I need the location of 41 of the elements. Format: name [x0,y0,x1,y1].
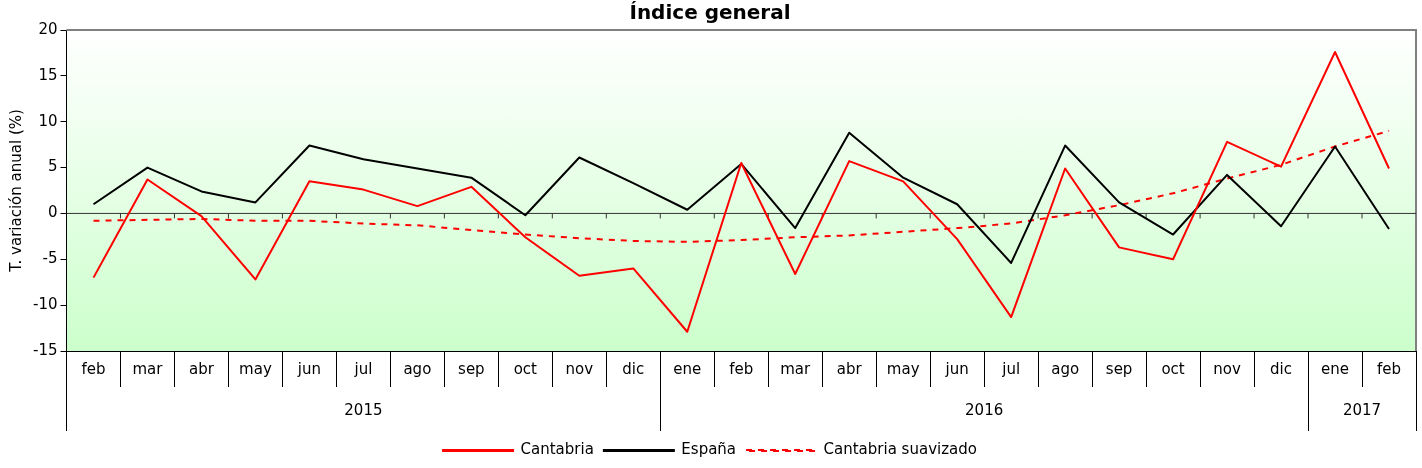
y-tick-label: 0 [47,203,58,222]
y-tick-label: 20 [38,19,58,38]
y-tick-label: 10 [38,111,58,130]
x-tick-label: abr [189,359,215,378]
legend-label: Cantabria [520,440,594,459]
x-tick-label: may [886,359,920,378]
x-tick-label: dic [622,359,645,378]
x-tick-label: feb [1376,359,1402,378]
x-tick-label: feb [729,359,754,378]
x-tick-label: nov [565,359,594,378]
x-tick-label: jul [1001,359,1021,378]
text: 2017 [1342,400,1382,419]
x-tick-label: feb [81,359,106,378]
x-tick-label: dic [1270,359,1293,378]
y-tick-label: -5 [42,249,58,268]
y-tick-label: -10 [33,295,58,314]
x-tick-label: oct [513,359,538,378]
x-tick-label: may [239,359,272,378]
x-tick-label: sep [458,359,485,378]
x-tick-label: mar [132,359,164,378]
y-tick-label: 5 [47,157,58,176]
x-tick-label: ene [1321,359,1350,378]
x-tick-label: nov [1213,359,1241,378]
chart-title: Índice general [629,0,791,25]
x-tick-label: jun [296,359,321,378]
x-tick-label: jun [944,359,969,378]
x-tick-label: oct [1161,359,1185,378]
y-tick-label: 15 [38,65,58,84]
x-tick-label: abr [836,359,863,378]
x-tick-label: mar [780,359,812,378]
x-tick-label: ago [403,359,432,378]
y-tick-label: -15 [33,340,58,359]
y-axis-title: T. variación anual (%) [6,109,25,273]
text: 2015 [344,400,383,419]
x-tick-label: sep [1105,359,1133,378]
text: 2016 [965,400,1004,419]
x-tick-label: ago [1051,359,1080,378]
legend-label: Cantabria suavizado [823,440,977,459]
legend-label: España [681,440,737,459]
x-tick-label: ene [673,359,702,378]
x-tick-label: jul [353,359,373,378]
